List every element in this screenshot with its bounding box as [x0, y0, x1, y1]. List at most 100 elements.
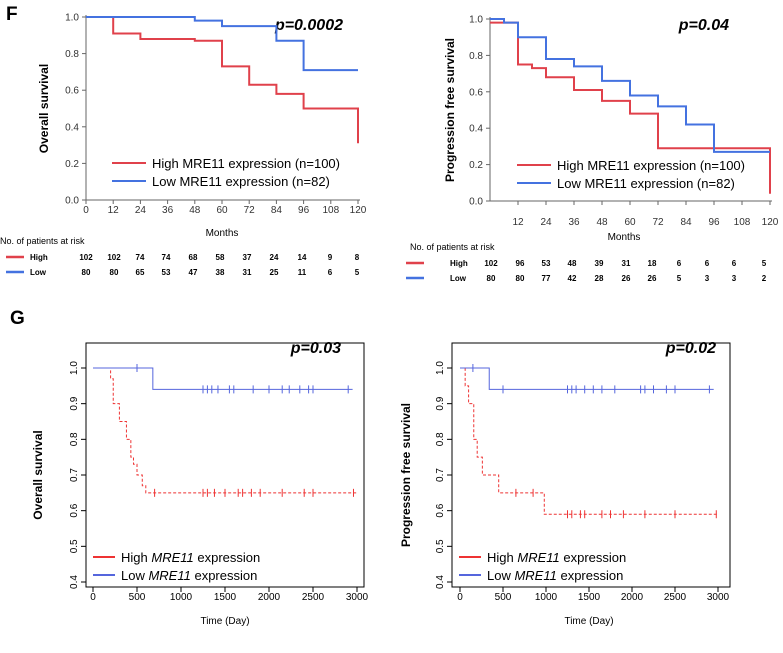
risk-table-title: No. of patients at risk: [410, 242, 495, 252]
risk-row-label: High: [30, 253, 48, 262]
risk-cell: 80: [82, 268, 91, 277]
y-tick-label: 0.4: [435, 575, 446, 589]
risk-cell: 38: [216, 268, 225, 277]
risk-cell: 47: [189, 268, 198, 277]
y-axis-title: Overall survival: [37, 64, 51, 153]
risk-cell: 77: [542, 274, 551, 283]
plot-frame: [451, 342, 731, 588]
y-tick-label: 1.0: [435, 361, 446, 375]
series-line-low: [86, 16, 358, 72]
legend-part: expression: [560, 550, 626, 565]
y-tick-label: 0.2: [469, 160, 483, 171]
x-tick-label: 48: [596, 217, 608, 228]
x-axis-title: Time (Day): [200, 616, 249, 627]
legend-part: High: [487, 550, 517, 565]
x-tick-label: 2500: [664, 592, 687, 603]
x-tick-label: 48: [189, 205, 201, 216]
x-axis-title: Months: [608, 232, 641, 243]
x-tick-label: 120: [762, 217, 779, 228]
x-tick-label: 12: [108, 205, 120, 216]
risk-cell: 26: [648, 274, 657, 283]
risk-cell: 28: [595, 274, 604, 283]
x-tick-label: 96: [298, 205, 310, 216]
x-axis-title: Months: [206, 228, 239, 239]
series-line-high: [490, 21, 771, 194]
risk-cell: 80: [516, 274, 525, 283]
y-tick-label: 1.0: [65, 13, 79, 24]
y-tick-label: 0.5: [69, 539, 80, 553]
x-tick-label: 36: [162, 205, 174, 216]
p-value: p=0.0002: [274, 17, 343, 34]
y-tick-label: 0.0: [469, 197, 483, 208]
y-axis-title: Overall survival: [31, 430, 45, 519]
risk-cell: 31: [622, 259, 631, 268]
x-tick-label: 60: [624, 217, 636, 228]
x-tick-label: 12: [512, 217, 524, 228]
legend-part: expression: [557, 568, 623, 583]
risk-cell: 48: [568, 259, 577, 268]
risk-cell: 53: [542, 259, 551, 268]
risk-cell: 80: [487, 274, 496, 283]
y-tick-label: 0.7: [69, 468, 80, 482]
legend-entry: High MRE11 expression (n=100): [152, 156, 340, 171]
x-tick-label: 24: [135, 205, 147, 216]
legend-gene: MRE11: [148, 568, 190, 583]
chart-2: 0.00.20.40.60.81.012 24 36 48 60 72 84 96 108 120…: [406, 15, 779, 283]
risk-cell: 2: [762, 274, 767, 283]
x-tick-label: 84: [680, 217, 692, 228]
y-tick-label: 0.8: [435, 432, 446, 446]
risk-cell: 11: [298, 268, 307, 277]
x-tick-label: 0: [90, 592, 96, 603]
x-tick-label: 1500: [578, 592, 601, 603]
series-line-high: [460, 367, 718, 515]
risk-cell: 65: [136, 268, 145, 277]
y-tick-label: 0.4: [69, 575, 80, 589]
risk-cell: 39: [595, 259, 604, 268]
x-tick-label: 500: [129, 592, 146, 603]
legend-entry: Low MRE11 expression: [121, 568, 257, 583]
series-line-high: [86, 16, 359, 144]
risk-row-label: High: [450, 259, 468, 268]
risk-cell: 37: [243, 253, 252, 262]
x-tick-label: 3000: [346, 592, 369, 603]
y-tick-label: 0.6: [435, 503, 446, 517]
legend-entry: Low MRE11 expression (n=82): [557, 176, 735, 191]
risk-cell: 68: [189, 253, 198, 262]
x-tick-label: 84: [271, 205, 283, 216]
risk-cell: 18: [648, 259, 657, 268]
risk-cell: 9: [328, 253, 333, 262]
risk-cell: 80: [110, 268, 119, 277]
legend-entry: Low MRE11 expression (n=82): [152, 174, 330, 189]
y-tick-label: 0.9: [435, 396, 446, 410]
x-tick-label: 1000: [535, 592, 558, 603]
legend-part: High: [121, 550, 151, 565]
risk-cell: 102: [484, 259, 498, 268]
x-tick-label: 60: [216, 205, 228, 216]
legend-gene: MRE11: [514, 568, 556, 583]
x-tick-label: 120: [350, 205, 367, 216]
legend-gene: MRE11: [517, 550, 559, 565]
x-tick-label: 2000: [258, 592, 281, 603]
risk-cell: 31: [243, 268, 252, 277]
risk-cell: 53: [162, 268, 171, 277]
y-tick-label: 1.0: [469, 15, 483, 26]
risk-row-label: Low: [450, 274, 467, 283]
x-tick-label: 96: [708, 217, 720, 228]
y-tick-label: 0.2: [65, 159, 79, 170]
risk-cell: 5: [677, 274, 682, 283]
legend-entry: High MRE11 expression (n=100): [557, 158, 745, 173]
chart-1: 0.00.20.40.60.81.00 12 24 36 48 60 72 84 96 108 12…: [0, 13, 367, 278]
risk-cell: 6: [328, 268, 333, 277]
risk-cell: 3: [732, 274, 737, 283]
chart-3: 0.4 0.5 0.6 0.7 0.8 0.9 1.0 0 500 1000 1500 2000 250…: [31, 340, 369, 627]
y-tick-label: 0.8: [69, 432, 80, 446]
panel-label-g: G: [10, 308, 25, 329]
y-axis-title: Progression free survival: [399, 403, 413, 547]
y-tick-label: 1.0: [69, 361, 80, 375]
risk-row-label: Low: [30, 268, 47, 277]
y-tick-label: 0.4: [469, 124, 483, 135]
risk-cell: 8: [355, 253, 360, 262]
x-tick-label: 108: [734, 217, 751, 228]
panel-label-f: F: [6, 4, 18, 25]
